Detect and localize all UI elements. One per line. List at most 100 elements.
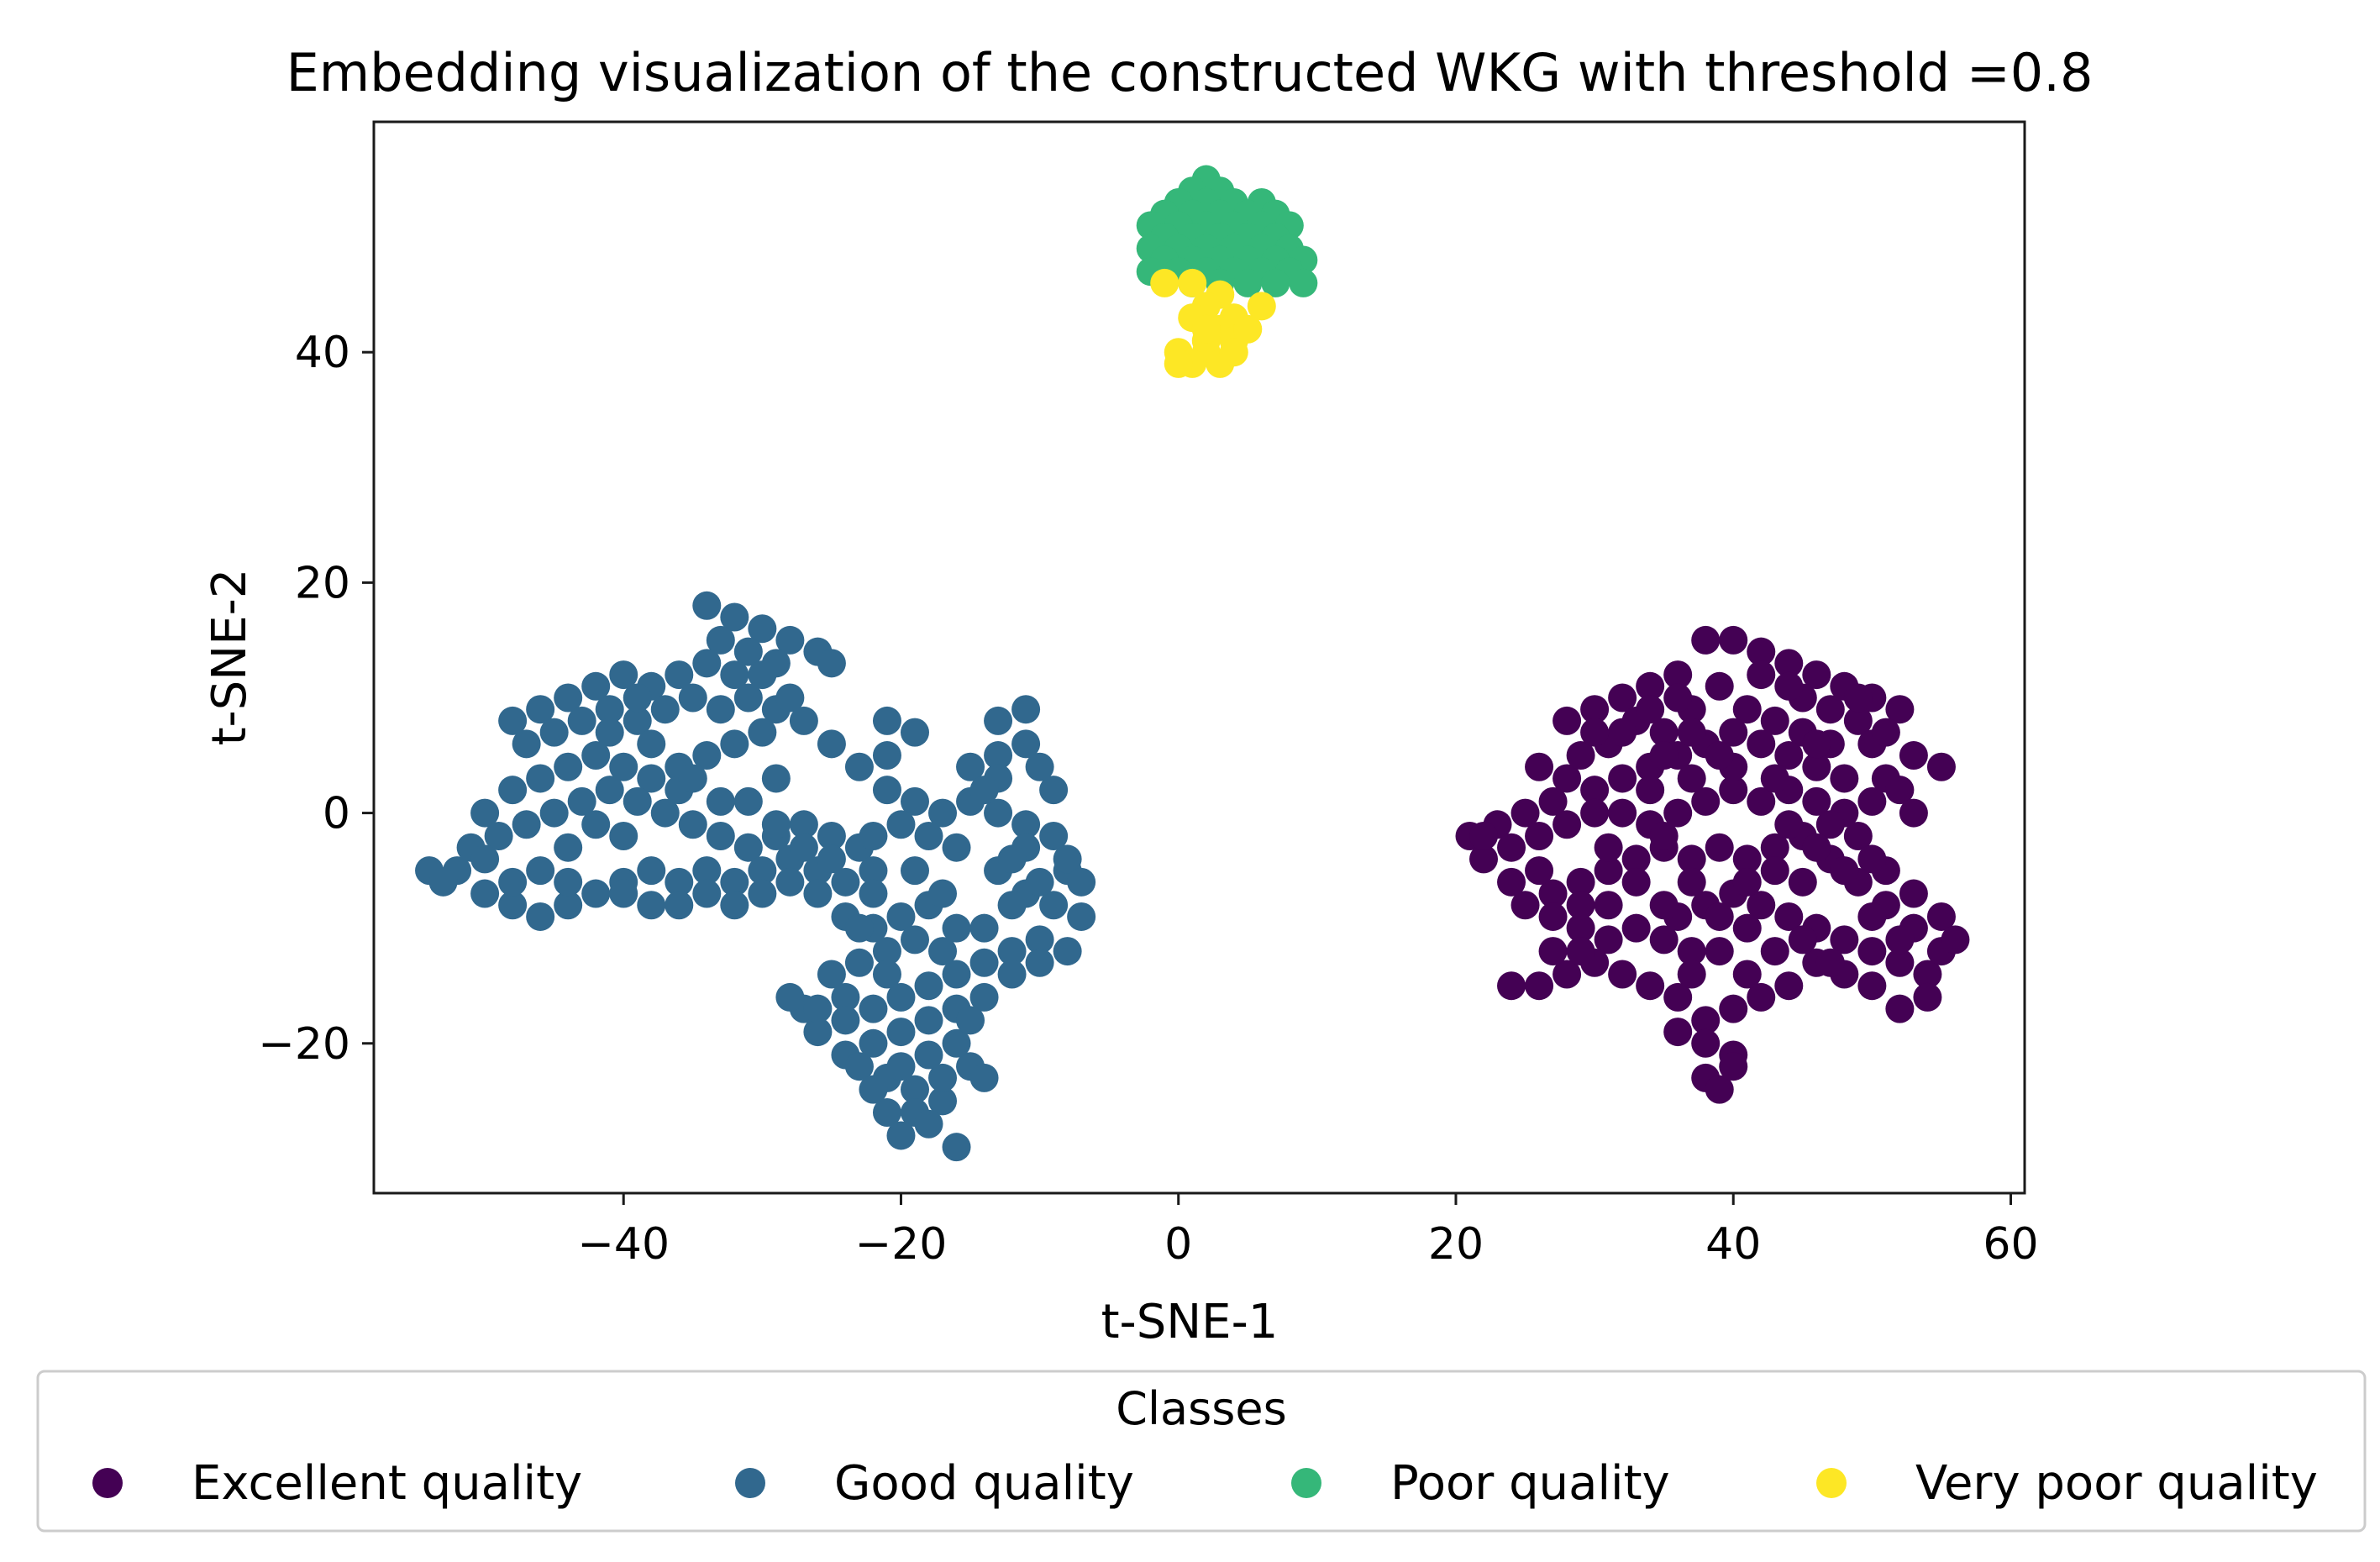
data-point xyxy=(1705,741,1734,770)
data-point xyxy=(554,833,583,862)
data-point xyxy=(1289,268,1318,297)
legend-entries: Excellent quality Good quality Poor qualit… xyxy=(92,1456,2318,1511)
data-point xyxy=(1774,649,1804,678)
data-point xyxy=(1788,925,1817,955)
data-point xyxy=(1843,683,1873,713)
data-point xyxy=(1760,856,1789,886)
data-point xyxy=(1885,776,1915,805)
data-point xyxy=(969,982,999,1012)
data-point xyxy=(1608,798,1637,828)
data-point xyxy=(1649,822,1679,850)
data-point xyxy=(637,856,666,886)
data-point xyxy=(1191,314,1221,344)
data-point xyxy=(678,683,707,713)
data-point xyxy=(1525,752,1554,781)
data-point xyxy=(1594,925,1623,955)
data-point xyxy=(748,856,777,886)
data-point xyxy=(1469,844,1499,874)
data-point xyxy=(900,925,929,955)
data-point xyxy=(567,786,596,816)
data-point xyxy=(1885,925,1915,955)
data-point xyxy=(595,695,624,724)
data-point xyxy=(1025,948,1054,977)
x-tick-label: 20 xyxy=(1428,1219,1484,1270)
data-point xyxy=(844,1052,874,1081)
data-point xyxy=(484,822,513,850)
data-point xyxy=(609,660,638,690)
data-point xyxy=(997,891,1027,920)
data-point xyxy=(1525,971,1554,1001)
plot-frame xyxy=(372,120,2026,1195)
points-layer xyxy=(415,165,1970,1162)
legend-title: Classes xyxy=(1116,1382,1286,1435)
y-tick-label: −20 xyxy=(258,1019,350,1070)
data-point xyxy=(1719,625,1748,655)
data-point xyxy=(1067,867,1096,897)
data-point xyxy=(1677,867,1706,897)
data-point xyxy=(1802,833,1831,862)
data-point xyxy=(914,971,943,1001)
data-point xyxy=(1691,1006,1721,1035)
data-point xyxy=(1747,637,1776,666)
data-point xyxy=(1705,833,1734,862)
data-point xyxy=(665,867,694,897)
legend-marker xyxy=(1816,1468,1847,1498)
data-point xyxy=(1719,776,1748,805)
data-point xyxy=(1580,718,1610,747)
data-point xyxy=(1677,764,1706,793)
data-point xyxy=(1053,844,1082,874)
data-point xyxy=(984,706,1013,735)
data-point xyxy=(1747,729,1776,759)
data-point xyxy=(1608,683,1637,713)
data-point xyxy=(609,822,638,850)
data-point xyxy=(1663,1018,1693,1047)
data-point xyxy=(928,879,958,908)
data-point xyxy=(1926,902,1956,931)
data-point xyxy=(1580,776,1610,805)
data-point xyxy=(526,856,555,886)
data-point xyxy=(928,1086,958,1116)
data-point xyxy=(1594,891,1623,920)
data-point xyxy=(1608,764,1637,793)
data-point xyxy=(554,752,583,781)
legend-entry: Good quality xyxy=(735,1456,1134,1511)
data-point xyxy=(1233,268,1263,297)
data-point xyxy=(1899,798,1928,828)
data-point xyxy=(859,879,888,908)
data-point xyxy=(470,844,500,874)
x-axis-label: t-SNE-1 xyxy=(1101,1295,1279,1349)
data-point xyxy=(831,982,860,1012)
data-point xyxy=(1621,844,1651,874)
data-point xyxy=(720,729,749,759)
data-point xyxy=(831,1006,860,1035)
data-point xyxy=(1039,776,1069,805)
data-point xyxy=(761,810,791,839)
data-point xyxy=(914,1006,943,1035)
data-point xyxy=(1608,718,1637,747)
data-point xyxy=(1247,292,1276,321)
data-point xyxy=(872,706,901,735)
data-point xyxy=(706,625,735,655)
data-point xyxy=(969,913,999,943)
data-point xyxy=(706,695,735,724)
data-point xyxy=(733,637,763,666)
data-point xyxy=(609,879,638,908)
data-point xyxy=(1636,671,1665,701)
data-point xyxy=(872,1098,901,1128)
data-point xyxy=(1677,960,1706,989)
data-point xyxy=(1039,891,1069,920)
data-point xyxy=(1747,982,1776,1012)
data-point xyxy=(1497,833,1526,862)
data-point xyxy=(1913,960,1942,989)
data-point xyxy=(1774,810,1804,839)
data-point xyxy=(1553,764,1582,793)
data-point xyxy=(678,810,707,839)
data-point xyxy=(886,1018,916,1047)
data-point xyxy=(942,1028,971,1058)
data-point xyxy=(512,810,541,839)
data-point xyxy=(1538,937,1568,966)
data-point xyxy=(872,741,901,770)
data-point xyxy=(1760,706,1789,735)
data-point xyxy=(1885,695,1915,724)
data-point xyxy=(1815,948,1845,977)
